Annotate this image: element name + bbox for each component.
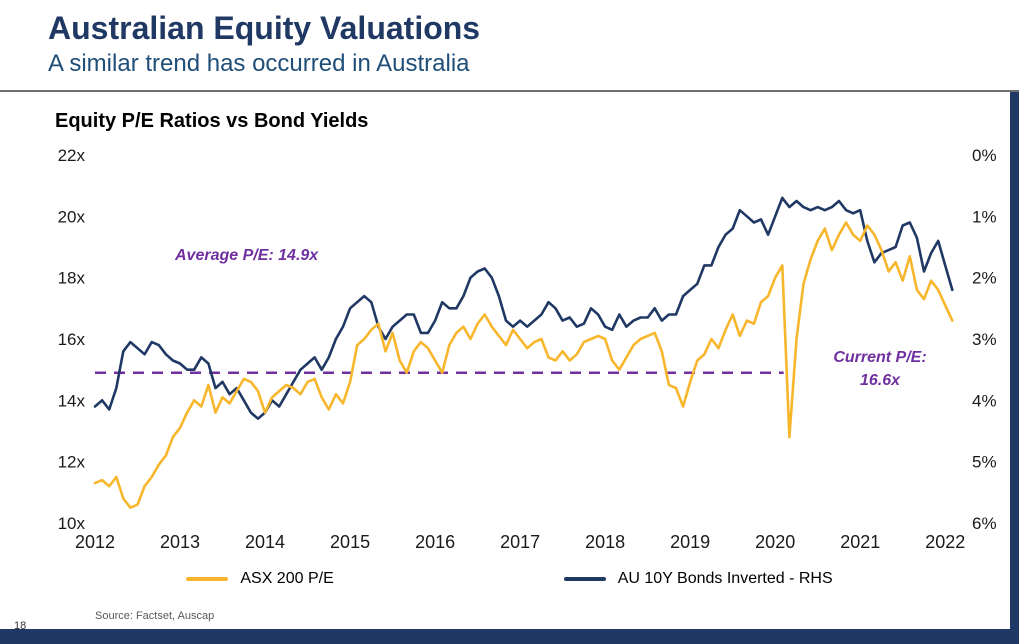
- x-axis-tick: 2018: [585, 532, 625, 552]
- x-axis-tick: 2021: [840, 532, 880, 552]
- x-axis-tick: 2020: [755, 532, 795, 552]
- x-axis-tick: 2017: [500, 532, 540, 552]
- pe-vs-bond-yields-chart: 22x 20x 18x 16x 14x 12x 10x 0% 1% 2% 3% 4% 5% 6% 2012 2…: [58, 146, 997, 552]
- asx200-line-swatch: [186, 577, 229, 581]
- legend-label-asx200: ASX 200 P/E: [240, 570, 334, 587]
- slide-header: Australian Equity Valuations A similar t…: [48, 10, 480, 78]
- right-axis-tick: 6%: [972, 514, 997, 533]
- x-axis-tick: 2014: [245, 532, 285, 552]
- x-axis-tick: 2013: [160, 532, 200, 552]
- legend-item-bonds: AU 10Y Bonds Inverted - RHS: [563, 570, 833, 588]
- right-accent-bar: [1010, 92, 1019, 644]
- slide-title: Australian Equity Valuations: [48, 10, 481, 46]
- left-axis-tick: 14x: [58, 391, 86, 410]
- x-axis-tick: 2019: [670, 532, 710, 552]
- bottom-accent-bar: [0, 629, 1019, 644]
- left-axis-tick: 12x: [58, 453, 86, 472]
- right-axis-tick: 2%: [972, 269, 997, 288]
- average-pe-label: Average P/E: 14.9x: [174, 247, 319, 264]
- right-axis-tick: 1%: [972, 207, 997, 226]
- current-pe-value: 16.6x: [860, 372, 901, 389]
- left-axis-tick: 18x: [58, 269, 86, 288]
- left-axis-tick: 16x: [58, 330, 86, 349]
- right-axis-tick: 0%: [972, 146, 997, 165]
- source-note: Source: Factset, Auscap: [95, 610, 215, 622]
- x-axis-tick: 2022: [925, 532, 965, 552]
- page-number: 18: [14, 620, 27, 632]
- chart-title: Equity P/E Ratios vs Bond Yields: [55, 110, 369, 132]
- asx200-pe-line: [93, 221, 954, 510]
- right-axis-tick: 3%: [972, 330, 997, 349]
- left-axis-tick: 22x: [58, 146, 86, 165]
- legend-label-bonds: AU 10Y Bonds Inverted - RHS: [617, 570, 833, 587]
- bonds-line-swatch: [563, 577, 606, 581]
- right-axis-tick: 4%: [972, 391, 997, 410]
- left-axis-tick: 10x: [58, 514, 86, 533]
- left-axis-tick: 20x: [58, 207, 86, 226]
- legend-item-asx200: ASX 200 P/E: [186, 570, 334, 588]
- chart-legend: ASX 200 P/E AU 10Y Bonds Inverted - RHS: [0, 570, 1019, 588]
- right-axis-tick: 5%: [972, 453, 997, 472]
- x-axis-tick: 2012: [75, 532, 115, 552]
- x-axis-tick: 2016: [415, 532, 455, 552]
- slide-subtitle: A similar trend has occurred in Australi…: [48, 50, 470, 77]
- x-axis-tick: 2015: [330, 532, 370, 552]
- header-divider: [0, 90, 1019, 92]
- current-pe-label: Current P/E:: [833, 349, 926, 366]
